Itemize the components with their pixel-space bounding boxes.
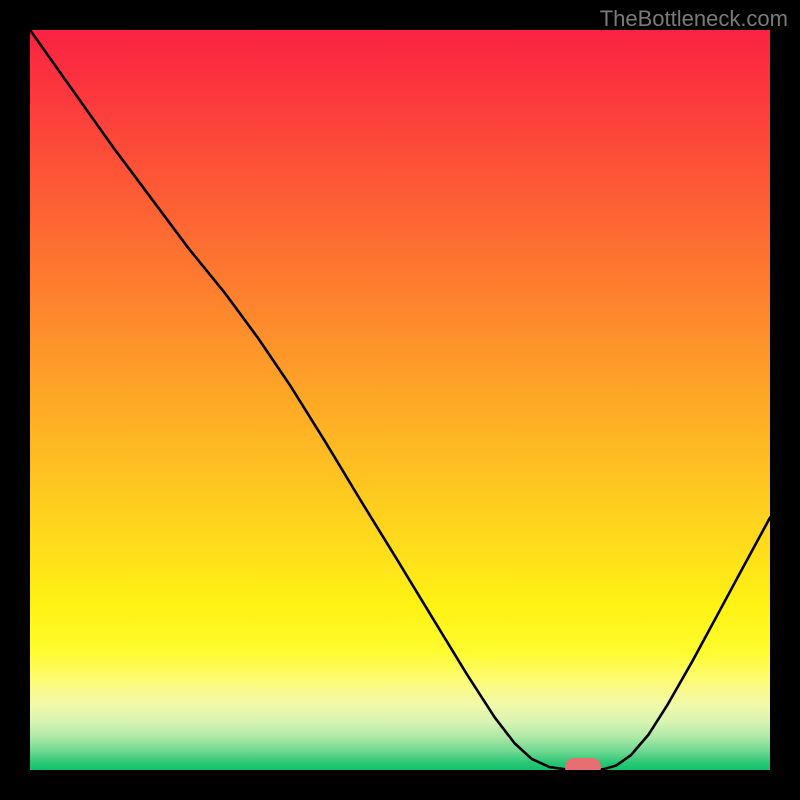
- watermark-text: TheBottleneck.com: [600, 6, 788, 32]
- optimal-point-marker: [565, 758, 601, 770]
- plot-area: [30, 30, 770, 770]
- bottleneck-curve: [30, 30, 770, 770]
